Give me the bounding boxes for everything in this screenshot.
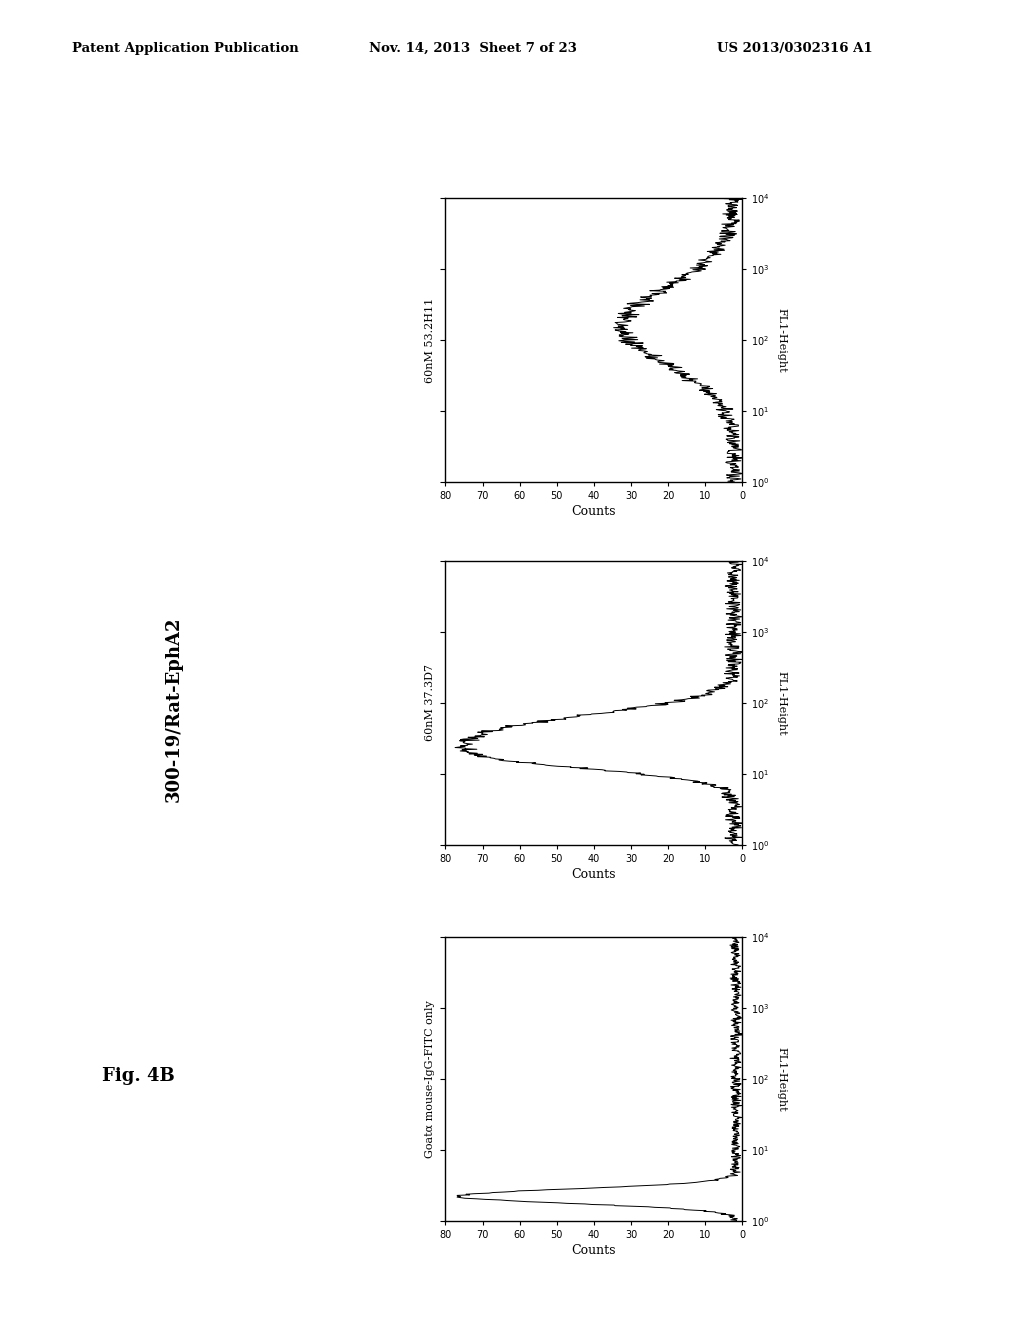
Text: Patent Application Publication: Patent Application Publication xyxy=(72,42,298,55)
Y-axis label: FL1-Height: FL1-Height xyxy=(776,1047,786,1111)
Y-axis label: FL1-Height: FL1-Height xyxy=(776,308,786,372)
Text: US 2013/0302316 A1: US 2013/0302316 A1 xyxy=(717,42,872,55)
X-axis label: Counts: Counts xyxy=(571,506,616,517)
X-axis label: Counts: Counts xyxy=(571,1245,616,1257)
Text: 60nM 53.2H11: 60nM 53.2H11 xyxy=(425,297,435,383)
X-axis label: Counts: Counts xyxy=(571,869,616,880)
Text: Nov. 14, 2013  Sheet 7 of 23: Nov. 14, 2013 Sheet 7 of 23 xyxy=(369,42,577,55)
Text: 60nM 37.3D7: 60nM 37.3D7 xyxy=(425,664,435,742)
Y-axis label: FL1-Height: FL1-Height xyxy=(776,671,786,735)
Text: Fig. 4B: Fig. 4B xyxy=(102,1067,175,1085)
Text: 300-19/Rat-EphA2: 300-19/Rat-EphA2 xyxy=(165,616,183,803)
Text: Goatα mouse-IgG-FITC only: Goatα mouse-IgG-FITC only xyxy=(425,1001,435,1158)
